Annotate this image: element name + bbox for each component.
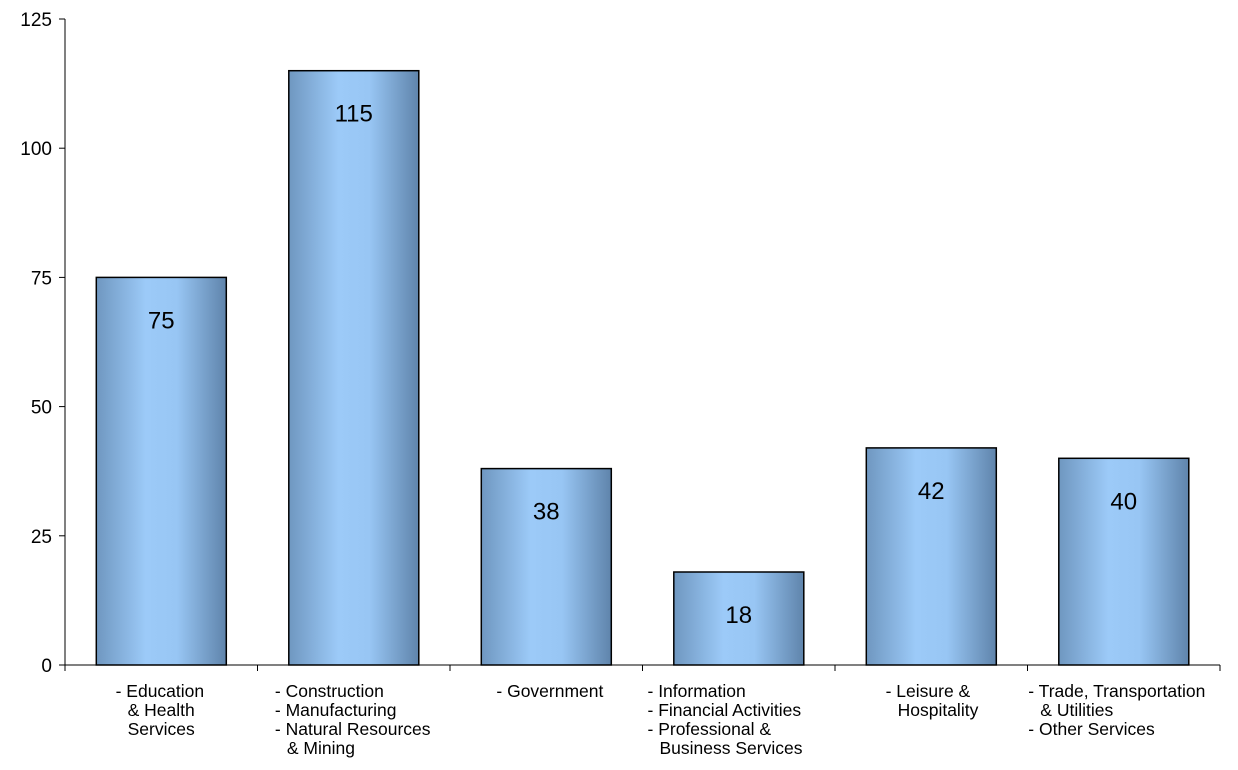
data-label-1: 115 <box>335 101 373 128</box>
category-label-0: - Education & Health Services <box>116 681 205 739</box>
category-label-1-line-1: - Manufacturing <box>275 700 397 720</box>
data-label-2: 38 <box>533 499 560 526</box>
category-label-3-line-1: - Financial Activities <box>648 700 802 720</box>
data-label-5: 40 <box>1110 488 1137 515</box>
y-tick-label-2: 50 <box>31 398 52 419</box>
bar-5 <box>1058 457 1190 666</box>
category-label-1-line-2: - Natural Resources <box>275 719 431 739</box>
category-label-3-line-0: - Information <box>648 681 746 701</box>
bar-4 <box>865 447 998 666</box>
bar-3 <box>673 571 805 666</box>
data-label-0: 75 <box>148 307 175 334</box>
y-tick-label-1: 25 <box>31 527 52 548</box>
category-label-4-line-0: - Leisure & <box>886 681 971 701</box>
category-label-5: - Trade, Transportation & Utilities - Othe… <box>1028 681 1205 739</box>
category-label-1-line-0: - Construction <box>275 681 384 701</box>
data-label-4: 42 <box>918 478 945 505</box>
y-tick-label-0: 0 <box>41 656 52 677</box>
category-label-2-line-0: - Government <box>496 681 603 701</box>
category-label-1-line-3: & Mining <box>287 738 355 758</box>
category-label-5-line-0: - Trade, Transportation <box>1028 681 1205 701</box>
bar-2 <box>480 467 613 666</box>
category-label-3-line-3: Business Services <box>660 738 803 758</box>
category-label-5-line-2: - Other Services <box>1028 719 1155 739</box>
y-tick-label-3: 75 <box>31 268 52 289</box>
bar-0 <box>95 276 228 666</box>
y-tick-label-5: 125 <box>20 10 52 31</box>
category-label-1: - Construction - Manufacturing - Natural R… <box>275 681 431 758</box>
category-label-3-line-2: - Professional & <box>648 719 772 739</box>
y-tick-label-4: 100 <box>20 139 52 160</box>
category-label-0-line-2: Services <box>128 719 195 739</box>
category-label-2: - Government <box>496 681 603 701</box>
category-label-3: - Information - Financial Activities - Pro… <box>648 681 803 758</box>
category-label-0-line-1: & Health <box>128 700 195 720</box>
bar-1 <box>288 69 420 666</box>
plot-area: 0 25 50 75 100 125 75 115 38 18 42 40 - Education & H… <box>20 10 1221 758</box>
category-label-4-line-1: Hospitality <box>898 700 979 720</box>
category-label-0-line-0: - Education <box>116 681 205 701</box>
data-label-3: 18 <box>725 602 752 629</box>
category-label-5-line-1: & Utilities <box>1040 700 1113 720</box>
category-label-4: - Leisure & Hospitality <box>886 681 979 720</box>
